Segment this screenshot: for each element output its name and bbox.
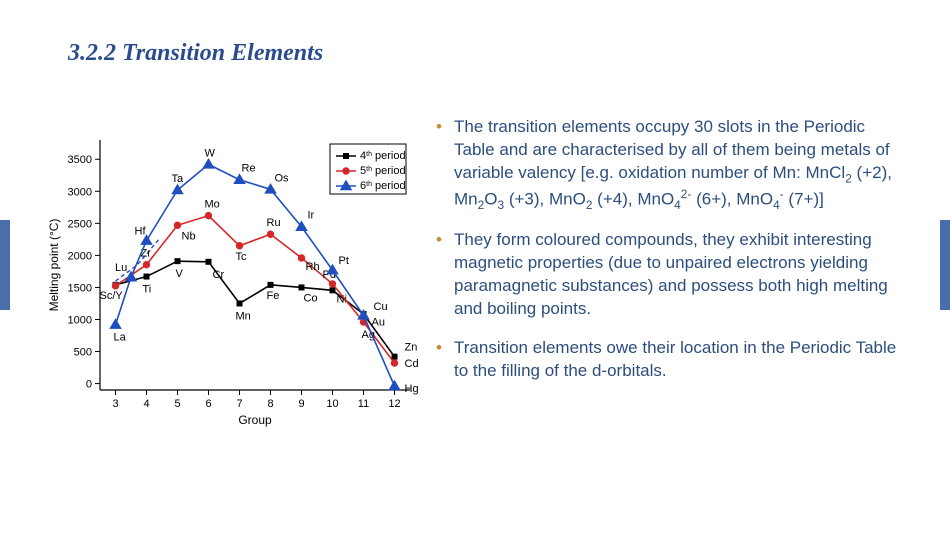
svg-text:Mo: Mo bbox=[205, 199, 220, 211]
svg-text:Group: Group bbox=[238, 413, 272, 427]
svg-text:Zn: Zn bbox=[405, 342, 418, 354]
svg-text:Lu: Lu bbox=[115, 262, 127, 274]
svg-text:12: 12 bbox=[388, 398, 400, 410]
accent-bar-left bbox=[0, 220, 10, 310]
svg-text:8: 8 bbox=[267, 398, 273, 410]
svg-text:11: 11 bbox=[358, 398, 369, 410]
svg-text:Cr: Cr bbox=[213, 269, 225, 281]
series-5th-period: ZrNbMoTcRuRhPdAgCd bbox=[112, 199, 418, 370]
svg-text:3: 3 bbox=[112, 398, 118, 410]
svg-text:5: 5 bbox=[174, 398, 180, 410]
svg-text:Os: Os bbox=[275, 172, 290, 184]
svg-text:2500: 2500 bbox=[68, 218, 92, 230]
page-title: 3.2.2 Transition Elements bbox=[68, 40, 323, 67]
svg-text:Ir: Ir bbox=[308, 210, 315, 222]
svg-text:Sc/Y: Sc/Y bbox=[100, 290, 124, 302]
svg-text:0: 0 bbox=[86, 379, 92, 391]
svg-text:10: 10 bbox=[326, 398, 338, 410]
svg-text:V: V bbox=[176, 268, 184, 280]
svg-text:Cu: Cu bbox=[374, 301, 388, 313]
accent-bar-right bbox=[940, 220, 950, 310]
svg-text:Ta: Ta bbox=[172, 173, 185, 185]
svg-text:Hf: Hf bbox=[135, 226, 147, 238]
chart-legend: 4th period5th period6th period bbox=[330, 144, 406, 194]
svg-text:Melting point (°C): Melting point (°C) bbox=[47, 219, 61, 312]
bullet-item: The transition elements occupy 30 slots … bbox=[430, 116, 910, 213]
svg-text:6: 6 bbox=[205, 398, 211, 410]
svg-text:7: 7 bbox=[236, 398, 242, 410]
svg-text:Nb: Nb bbox=[182, 230, 196, 242]
svg-text:1000: 1000 bbox=[68, 314, 92, 326]
bullet-item: They form coloured compounds, they exhib… bbox=[430, 229, 910, 321]
svg-text:Fe: Fe bbox=[267, 290, 280, 302]
svg-text:Rh: Rh bbox=[306, 261, 320, 273]
svg-text:Pt: Pt bbox=[339, 255, 349, 267]
bullet-item: Transition elements owe their location i… bbox=[430, 337, 910, 383]
svg-text:Au: Au bbox=[372, 316, 385, 328]
svg-text:Ti: Ti bbox=[143, 284, 152, 296]
svg-text:500: 500 bbox=[74, 347, 92, 359]
svg-text:9: 9 bbox=[298, 398, 304, 410]
svg-text:La: La bbox=[114, 332, 127, 344]
svg-text:1500: 1500 bbox=[68, 282, 92, 294]
svg-text:Mn: Mn bbox=[236, 310, 251, 322]
svg-text:2000: 2000 bbox=[68, 250, 92, 262]
series-4th-period: Sc/YTiVCrMnFeCoNiCuZn bbox=[100, 259, 418, 360]
svg-text:Cd: Cd bbox=[405, 358, 419, 370]
bullet-list: The transition elements occupy 30 slots … bbox=[430, 116, 910, 399]
melting-point-chart: 0 500 1000 1500 2000 2500 3000 3500 3 4 5 6 7 8 9 10 11 1… bbox=[40, 130, 420, 430]
svg-text:Hg: Hg bbox=[405, 383, 419, 395]
svg-text:Re: Re bbox=[242, 163, 256, 175]
svg-text:3500: 3500 bbox=[68, 154, 92, 166]
svg-text:Ru: Ru bbox=[267, 217, 281, 229]
svg-text:4: 4 bbox=[143, 398, 149, 410]
svg-text:3000: 3000 bbox=[68, 186, 92, 198]
svg-text:Co: Co bbox=[304, 292, 318, 304]
svg-text:Tc: Tc bbox=[236, 251, 248, 263]
svg-text:W: W bbox=[205, 147, 216, 159]
